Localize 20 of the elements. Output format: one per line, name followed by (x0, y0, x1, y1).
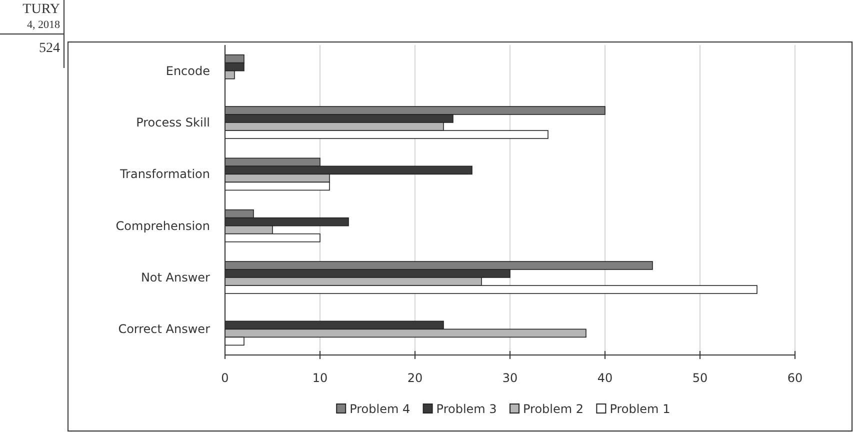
x-tick-label: 30 (502, 371, 518, 385)
y-tick-label: Encode (166, 64, 210, 78)
legend-label: Problem 2 (523, 402, 584, 416)
x-tick-label: 0 (221, 371, 229, 385)
x-tick-label: 10 (312, 371, 328, 385)
y-tick-label: Comprehension (116, 218, 210, 233)
x-tick-label: 50 (692, 371, 708, 385)
legend-label: Problem 3 (436, 402, 497, 416)
y-tick-label: Not Answer (140, 270, 210, 284)
x-tick-label: 40 (597, 371, 613, 385)
y-tick-label: Transformation (118, 167, 210, 182)
text: TURY (22, 2, 60, 17)
text: 4, 2018 (27, 19, 60, 31)
text: 524 (39, 41, 60, 56)
legend-label: Problem 1 (610, 402, 670, 416)
y-tick-label: Process Skill (136, 116, 210, 130)
y-tick-label: Correct Answer (118, 322, 210, 336)
legend-label: Problem 4 (350, 402, 410, 416)
x-tick-label: 60 (787, 371, 803, 385)
x-tick-label: 20 (407, 371, 423, 385)
